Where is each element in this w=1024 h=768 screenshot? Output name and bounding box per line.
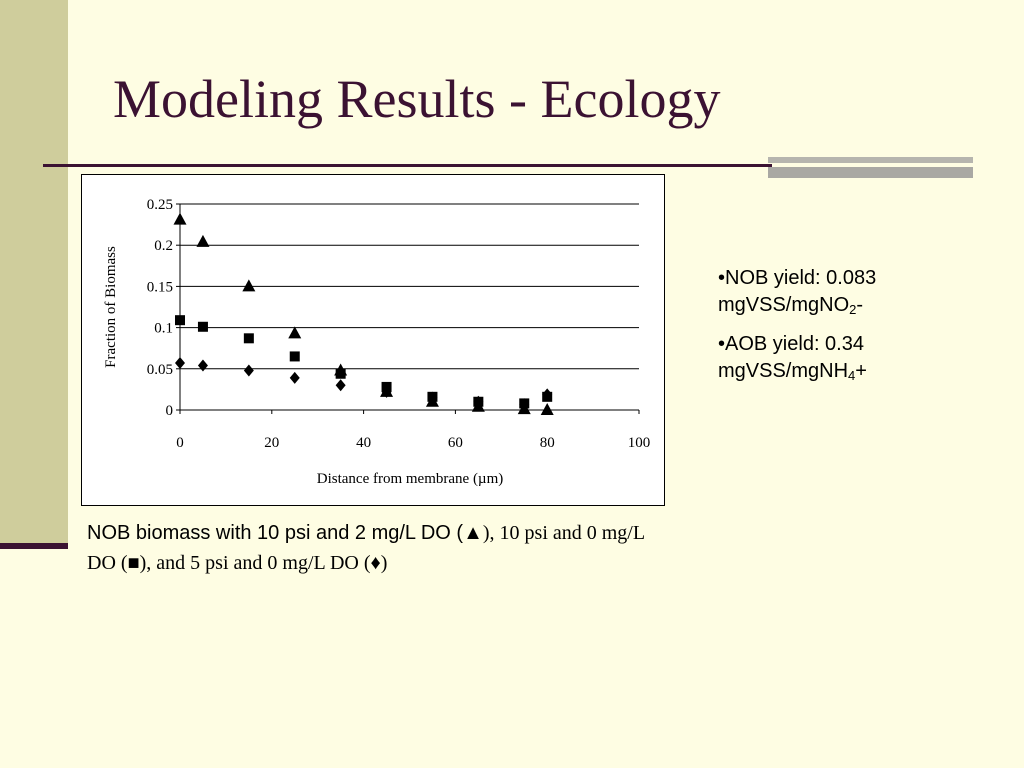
decor-bar-top xyxy=(768,157,973,163)
y-tick-label: 0.05 xyxy=(147,362,173,378)
bullet-suffix: + xyxy=(855,360,867,382)
figure-caption: NOB biomass with 10 psi and 2 mg/L DO (▲… xyxy=(87,518,667,578)
bullet-text: NOB yield: 0.083 mgVSS/mgNO xyxy=(718,267,877,316)
x-axis-title: Distance from membrane (µm) xyxy=(317,471,504,487)
y-tick-label: 0 xyxy=(166,403,174,419)
side-band-accent xyxy=(0,543,68,549)
bullet-marker: • xyxy=(718,267,726,289)
diamond-marker xyxy=(519,398,530,411)
bullet-marker: • xyxy=(718,333,726,355)
diamond-marker xyxy=(427,391,438,404)
diamond-marker xyxy=(335,379,346,392)
scatter-chart: 0 0.05 0.1 0.15 0.2 0.25 0 20 40 60 80 100 Distanc… xyxy=(81,174,665,506)
x-tick-label: 100 xyxy=(628,435,651,451)
bullet-suffix: - xyxy=(856,294,864,316)
y-tick-label: 0.25 xyxy=(147,197,173,213)
triangle-marker xyxy=(196,234,210,247)
triangle-marker xyxy=(288,326,302,339)
square-marker xyxy=(335,368,346,379)
chart-axes xyxy=(176,203,640,414)
bullet-aob-yield: •AOB yield: 0.34 mgVSS/mgNH4+ xyxy=(718,331,1008,389)
chart-markers xyxy=(173,212,554,415)
decorative-bars xyxy=(768,157,973,179)
side-decor-band xyxy=(0,0,68,548)
square-marker xyxy=(197,321,208,332)
x-tick-label: 60 xyxy=(448,435,463,451)
caption-part-1: NOB biomass with 10 psi and 2 mg/L DO (▲ xyxy=(87,522,483,544)
y-tick-labels: 0 0.05 0.1 0.15 0.2 0.25 xyxy=(147,197,173,419)
square-marker xyxy=(243,333,254,344)
y-tick-label: 0.2 xyxy=(154,238,173,254)
square-marker xyxy=(289,351,300,362)
bullet-subscript: 2 xyxy=(849,302,857,317)
bullet-text: AOB yield: 0.34 mgVSS/mgNH xyxy=(718,333,864,382)
triangle-marker xyxy=(242,279,256,292)
decor-bar-bottom xyxy=(768,167,973,178)
bullet-list: •NOB yield: 0.083 mgVSS/mgNO2- •AOB yiel… xyxy=(718,265,1008,397)
x-tick-label: 40 xyxy=(356,435,371,451)
triangle-marker xyxy=(540,403,554,415)
triangle-marker xyxy=(173,212,187,225)
bullet-subscript: 4 xyxy=(848,368,856,383)
chart-canvas: 0 0.05 0.1 0.15 0.2 0.25 0 20 40 60 80 100 Distanc… xyxy=(103,197,650,487)
y-tick-label: 0.1 xyxy=(154,321,173,337)
diamond-marker xyxy=(542,388,553,401)
y-tick-label: 0.15 xyxy=(147,279,173,295)
slide-title: Modeling Results - Ecology xyxy=(113,69,721,129)
chart-gridlines xyxy=(180,203,639,370)
x-tick-label: 80 xyxy=(540,435,555,451)
diamond-marker xyxy=(289,371,300,384)
diamond-marker xyxy=(197,359,208,372)
x-tick-labels: 0 20 40 60 80 100 xyxy=(176,435,650,451)
bullet-nob-yield: •NOB yield: 0.083 mgVSS/mgNO2- xyxy=(718,265,1008,323)
diamond-marker xyxy=(175,357,185,370)
x-tick-label: 20 xyxy=(264,435,279,451)
y-axis-title: Fraction of Biomass xyxy=(103,246,119,368)
caption-part-2: ), 10 psi and 0 mg/L DO (■), and 5 psi a… xyxy=(87,522,645,574)
square-marker xyxy=(175,315,185,326)
x-tick-label: 0 xyxy=(176,435,184,451)
diamond-marker xyxy=(473,395,484,408)
diamond-marker xyxy=(381,385,392,398)
diamond-marker xyxy=(243,364,254,377)
title-divider xyxy=(43,164,772,167)
